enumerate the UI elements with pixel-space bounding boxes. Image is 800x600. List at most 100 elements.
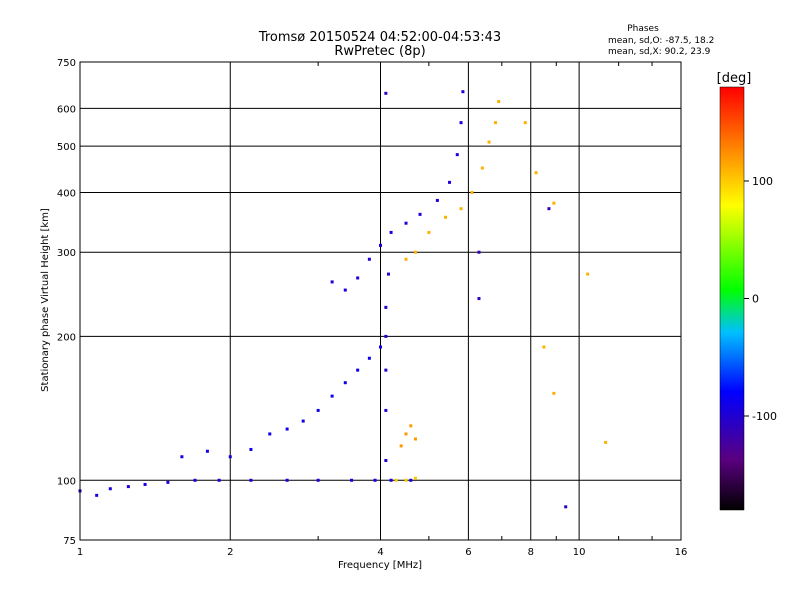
y-tick-label: 100	[57, 476, 76, 487]
data-point	[268, 432, 272, 436]
data-point	[477, 250, 481, 254]
data-point	[384, 458, 388, 462]
chart-title: Tromsø 20150524 04:52:00-04:53:43	[258, 30, 501, 45]
data-point	[285, 427, 289, 431]
data-point	[404, 478, 408, 482]
data-point	[409, 424, 413, 428]
data-point	[330, 394, 334, 398]
data-point	[394, 478, 398, 482]
data-point	[330, 280, 334, 284]
data-point	[217, 478, 221, 482]
data-point	[343, 288, 347, 292]
data-point	[367, 356, 371, 360]
data-points	[78, 90, 608, 509]
data-point	[356, 368, 360, 372]
colorbar-ticks: 100 0 -100	[744, 175, 777, 423]
data-point	[404, 257, 408, 261]
data-point	[564, 505, 568, 509]
y-tick-label: 400	[57, 188, 76, 199]
data-point	[193, 478, 197, 482]
plot-frame	[79, 61, 682, 541]
data-point	[389, 230, 393, 234]
data-point	[373, 478, 377, 482]
data-point	[427, 230, 431, 234]
data-point	[389, 478, 393, 482]
y-axis-ticks: 75 100 200 300 400 500 600 750	[57, 58, 76, 547]
data-point	[166, 480, 170, 484]
data-point	[249, 478, 253, 482]
data-point	[461, 90, 465, 94]
data-point	[552, 391, 556, 395]
y-tick-label: 600	[57, 104, 76, 115]
data-point	[455, 153, 459, 157]
colorbar-gradient	[719, 86, 745, 511]
colorbar-unit-label: [deg]	[717, 71, 752, 86]
data-point	[350, 478, 354, 482]
y-tick-label: 200	[57, 332, 76, 343]
data-point	[413, 250, 417, 254]
y-tick-label: 500	[57, 142, 76, 153]
x-tick-label: 16	[675, 547, 688, 558]
data-point	[228, 455, 232, 459]
data-point	[534, 171, 538, 175]
data-point	[379, 345, 382, 349]
data-point	[413, 476, 417, 480]
phase-stats-x: mean, sd,X: 90.2, 23.9	[608, 47, 711, 57]
data-point	[379, 243, 382, 247]
chart-subtitle: RwPretec (8p)	[334, 44, 425, 59]
data-point	[604, 440, 608, 444]
data-point	[547, 207, 551, 211]
x-tick-label: 10	[573, 547, 586, 558]
data-point	[249, 447, 253, 451]
data-point	[95, 493, 99, 497]
data-point	[384, 334, 388, 338]
data-point	[343, 381, 347, 385]
phase-stats-o: mean, sd,O: -87.5, 18.2	[608, 36, 714, 46]
x-axis-label: Frequency [MHz]	[338, 560, 422, 571]
data-point	[399, 444, 403, 448]
data-point	[384, 305, 388, 309]
data-point	[205, 449, 209, 453]
data-point	[316, 408, 320, 412]
data-point	[143, 482, 147, 486]
data-point	[384, 368, 388, 372]
colorbar-tick-label: -100	[752, 410, 777, 423]
data-point	[477, 297, 481, 301]
data-point	[404, 432, 408, 436]
data-point	[444, 215, 448, 219]
data-point	[367, 257, 371, 261]
data-point	[316, 478, 320, 482]
data-point	[108, 487, 112, 491]
data-point	[356, 276, 360, 280]
y-tick-label: 75	[63, 536, 76, 547]
x-axis-ticks: 1 2 4 6 8 10 16	[77, 62, 688, 558]
data-point	[180, 455, 184, 459]
x-tick-label: 4	[377, 547, 383, 558]
data-point	[435, 198, 439, 202]
data-point	[494, 121, 498, 125]
plot-area: 1 2 4 6 8 10 16 75 100 200 300 400 500 600 750	[57, 58, 687, 558]
data-point	[384, 408, 388, 412]
data-point	[552, 201, 556, 205]
data-point	[301, 419, 305, 423]
data-point	[487, 140, 491, 144]
x-tick-label: 6	[465, 547, 471, 558]
grid-lines	[80, 62, 681, 540]
data-point	[413, 437, 417, 441]
data-point	[448, 180, 452, 184]
data-point	[480, 166, 484, 170]
y-tick-label: 750	[57, 58, 76, 69]
data-point	[386, 272, 390, 276]
x-tick-label: 2	[227, 547, 233, 558]
y-axis-label: Stationary phase Virtual Height [km]	[40, 208, 51, 392]
data-point	[497, 100, 501, 104]
y-tick-label: 300	[57, 248, 76, 259]
data-point	[542, 345, 546, 349]
x-tick-label: 8	[528, 547, 534, 558]
data-point	[409, 478, 413, 482]
data-point	[384, 91, 388, 95]
colorbar-tick-label: 0	[752, 293, 759, 306]
data-point	[285, 478, 289, 482]
colorbar-tick-label: 100	[752, 175, 773, 188]
